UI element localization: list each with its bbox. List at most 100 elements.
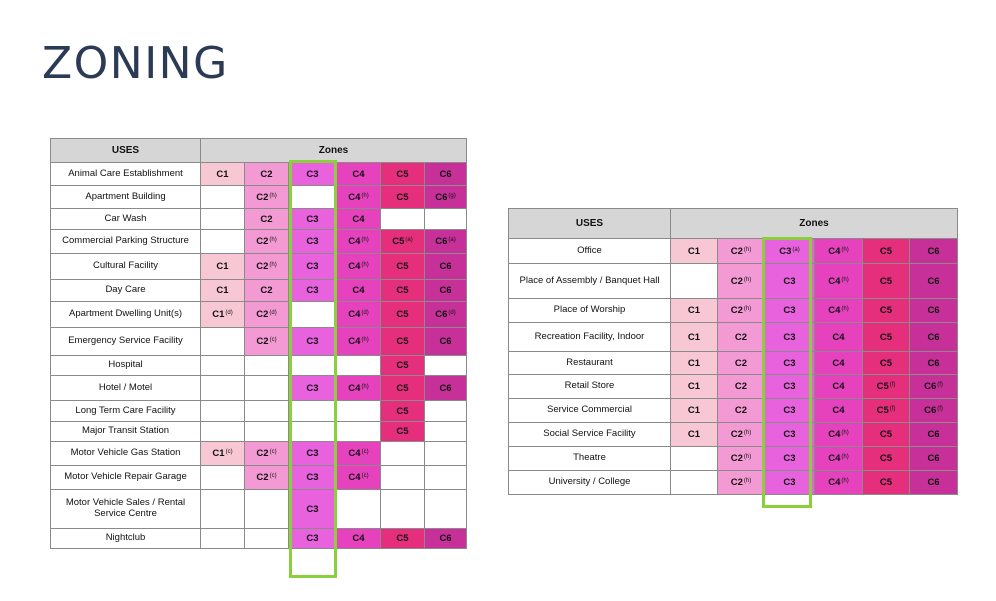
footnote-marker: (h) [269,262,277,268]
zone-cell-c6: C6 [423,279,468,302]
use-label: Commercial Parking Structure [50,229,201,254]
footnote-marker: (d) [269,310,277,316]
zone-code: C6 [927,477,940,488]
footnote-marker: (h) [361,192,369,199]
zone-code: C6 [435,191,448,203]
footnote-marker: (f) [937,382,943,388]
zone-cell-c5: C5 [862,422,910,447]
use-label: Motor Vehicle Gas Station [50,441,201,466]
zone-cell-c3: C3 [288,253,337,280]
zone-cell-empty [288,400,337,422]
use-label: Long Term Care Facility [50,400,201,422]
zone-cell-empty [380,208,425,230]
zone-cell-empty [336,489,381,529]
footnote-marker: (h) [361,337,369,343]
zone-code: C2 [730,453,743,464]
zone-cell-c5: C5 [380,279,425,302]
zone-cell-c1: C1 [200,253,245,280]
zone-cell-c3: C3 [288,279,337,302]
footnote-marker: (c) [269,449,277,455]
footnote-marker: (d) [225,310,233,316]
zone-cell-c4: C4(h) [814,446,863,471]
zone-cell-c3: C3 [764,322,815,352]
zone-code: C3 [783,305,796,316]
zone-cell-c5: C5 [862,322,910,352]
zone-cell-c3: C3 [288,528,337,549]
zone-code: C2 [256,236,269,247]
zone-cell-c2: C2 [244,162,289,186]
use-label: Office [508,238,671,264]
zone-code: C2 [256,261,269,272]
zone-cell-c4: C4 [336,162,381,186]
use-label: Social Service Facility [508,422,671,447]
zone-cell-c4: C4(h) [814,263,863,299]
zone-cell-c6: C6(a) [423,229,468,254]
zone-code: C2 [260,168,273,180]
use-label: Animal Care Establishment [50,162,201,186]
footnote-marker: (h) [361,262,369,268]
zone-cell-c1: C1 [670,374,718,399]
zone-code: C4 [828,429,841,440]
zone-code: C6 [439,336,452,347]
zone-code: C6 [927,245,940,257]
zone-cell-c2: C2(h) [717,446,765,471]
zone-cell-c3: C3 [288,489,337,529]
table-crop-mask [500,508,970,518]
zone-cell-empty [380,441,425,466]
zone-cell-c1: C1 [670,238,718,264]
zone-code: C1 [687,331,701,343]
zone-code: C2 [730,429,743,440]
zone-cell-c6: C6 [908,263,959,299]
use-label: Nightclub [50,528,201,549]
zone-cell-c1: C1 [670,298,718,323]
zone-cell-c6: C6 [908,470,959,495]
zone-cell-c1: C1(d) [200,301,245,328]
zone-cell-c3: C3 [288,229,337,254]
zone-code: C3 [779,245,792,257]
footnote-marker: (h) [841,246,849,253]
zone-cell-empty [380,489,425,529]
zone-cell-empty [200,400,245,422]
zone-code: C4 [832,405,845,416]
zone-cell-c5: C5 [380,185,425,209]
zone-cell-empty [423,489,468,529]
zone-cell-c2: C2(h) [717,470,765,495]
zone-cell-empty [244,355,289,376]
zoning-table-left: USES Zones Animal Care Establishment C1 C2 C3… [50,138,468,549]
table-row: Emergency Service Facility C2(c) C3 C4(h) C5… [50,327,468,356]
table-row: Office C1 C2(h) C3(a) C4(h) C5 C6 [508,238,959,264]
uses-header: USES [50,138,201,163]
footnote-marker: (c) [269,473,277,479]
table-row: Motor Vehicle Gas Station C1(c) C2(c) C3 C4(… [50,441,468,466]
footnote-marker: (h) [841,430,849,436]
zone-cell-c3: C3 [288,327,337,356]
use-label: Emergency Service Facility [50,327,201,356]
zone-code: C1 [216,168,229,180]
zone-cell-c4: C4(d) [336,301,381,328]
zone-cell-c1: C1 [200,162,245,186]
zoning-table-right: USES Zones Office C1 C2(h) C3(a) C4(h) C5 C6 Plac… [508,208,959,495]
zone-code: C3 [306,236,319,247]
zone-code: C3 [306,168,319,180]
zone-cell-c5: C5 [380,528,425,549]
zone-code: C4 [348,261,361,272]
zone-cell-c1: C1 [670,422,718,447]
zone-cell-c2: C2(h) [717,422,765,447]
zone-code: C5 [396,191,409,203]
zone-cell-c4: C4(h) [336,375,381,401]
zone-cell-c5: C5(f) [862,374,910,399]
zone-cell-c4: C4 [336,279,381,302]
zone-cell-c4: C4(h) [814,422,863,447]
footnote-marker: (h) [743,454,752,460]
zone-cell-c4: C4 [814,398,863,423]
zone-code: C2 [730,305,743,316]
zone-cell-c3: C3 [288,162,337,186]
zone-code: C6 [924,405,937,416]
footnote-marker: (a) [405,237,413,243]
zone-code: C2 [260,285,273,296]
zone-code: C3 [783,331,796,343]
zone-cell-c5: C5 [862,263,910,299]
zone-code: C6 [927,305,940,316]
zone-cell-c4: C4(h) [336,253,381,280]
zone-cell-empty [200,421,245,442]
